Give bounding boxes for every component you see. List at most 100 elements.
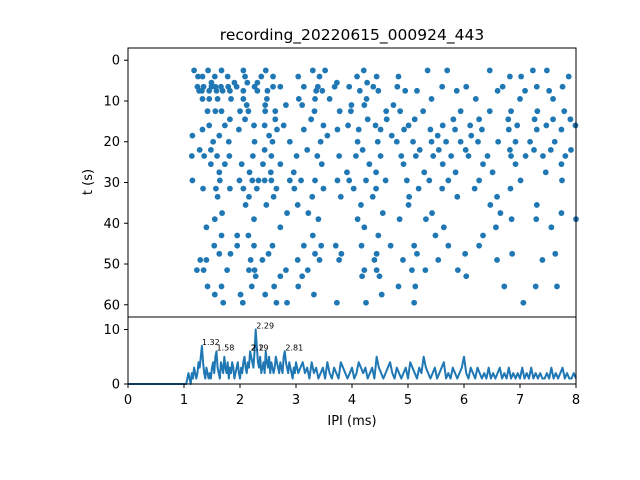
raster-point — [395, 73, 402, 80]
raster-point — [277, 83, 284, 90]
raster-point — [531, 146, 537, 153]
raster-point — [387, 242, 394, 249]
raster-point — [345, 122, 351, 129]
raster-point — [476, 177, 483, 184]
raster-point — [507, 185, 514, 192]
raster-point — [218, 108, 225, 115]
raster-point — [263, 202, 270, 208]
raster-point — [514, 122, 521, 129]
raster-point — [262, 291, 269, 298]
histogram-y-ticks: 0 10 — [103, 323, 128, 393]
raster-point — [331, 83, 338, 90]
raster-point — [428, 138, 435, 145]
histogram-panel: 1.321.58 2.19 2.29 2.2 2.81 0 10 0 1 2 3 4 5 6 7 8 IP… — [103, 316, 580, 429]
raster-point — [251, 83, 258, 90]
raster-point — [369, 193, 376, 200]
raster-point — [193, 267, 200, 274]
raster-point — [396, 216, 403, 223]
raster-point — [290, 169, 297, 176]
raster-y-axis-title: t (s) — [81, 169, 96, 195]
raster-point — [430, 153, 437, 159]
raster-point — [261, 122, 268, 129]
raster-point — [219, 87, 226, 94]
raster-point — [440, 224, 447, 231]
raster-point — [393, 138, 400, 145]
raster-point — [283, 267, 289, 274]
raster-point — [218, 232, 225, 239]
chart-title: recording_20220615_000924_443 — [220, 26, 484, 45]
raster-point — [267, 169, 274, 176]
raster-point — [318, 242, 325, 249]
raster-point — [242, 73, 248, 80]
raster-point — [318, 161, 325, 168]
raster-point — [240, 96, 247, 102]
raster-point — [216, 132, 223, 139]
raster-point — [295, 96, 302, 102]
raster-point — [242, 202, 249, 208]
raster-point — [443, 138, 449, 145]
raster-point — [224, 73, 231, 80]
raster-point — [274, 126, 280, 133]
raster-point — [253, 185, 260, 192]
raster-point — [432, 232, 439, 239]
raster-point — [293, 153, 300, 159]
raster-point — [247, 257, 254, 263]
raster-point — [476, 242, 483, 249]
raster-point — [211, 216, 218, 223]
raster-point — [463, 83, 470, 90]
raster-point — [428, 96, 435, 102]
raster-point — [373, 250, 380, 257]
raster-point — [248, 283, 255, 290]
raster-point — [311, 291, 317, 298]
raster-point — [358, 202, 364, 208]
raster-point — [316, 73, 323, 80]
raster-point — [372, 122, 379, 129]
raster-point — [354, 216, 361, 223]
raster-point — [479, 126, 485, 133]
raster-point — [486, 108, 493, 115]
raster-point — [291, 185, 298, 192]
peak-label: 2.81 — [285, 343, 303, 352]
raster-points — [188, 67, 579, 306]
raster-point — [284, 299, 290, 306]
raster-point — [259, 257, 266, 263]
raster-point — [355, 126, 362, 133]
raster-point — [550, 96, 556, 102]
raster-y-ticks: 0 10 20 30 40 50 60 — [103, 54, 128, 313]
raster-point — [348, 102, 355, 108]
raster-point — [397, 108, 404, 115]
raster-point — [508, 216, 515, 223]
raster-point — [270, 83, 276, 90]
raster-point — [263, 96, 270, 102]
raster-point — [211, 291, 218, 298]
raster-point — [358, 242, 365, 249]
raster-point — [558, 161, 565, 168]
raster-point — [427, 126, 434, 133]
raster-point — [240, 67, 247, 74]
raster-point — [236, 177, 243, 184]
raster-point — [533, 216, 540, 223]
raster-point — [457, 108, 464, 115]
raster-point — [258, 73, 265, 80]
raster-point — [319, 87, 326, 94]
raster-point — [542, 169, 549, 176]
raster-point — [426, 177, 433, 184]
raster-point — [480, 161, 486, 168]
histogram-y-tick-label: 10 — [103, 323, 120, 338]
raster-point — [550, 116, 556, 123]
raster-point — [533, 202, 540, 208]
raster-y-tick-label: 20 — [103, 135, 120, 150]
raster-point — [334, 126, 341, 133]
raster-point — [471, 185, 478, 192]
raster-point — [356, 87, 363, 94]
raster-point — [210, 138, 217, 145]
raster-point — [507, 146, 513, 153]
raster-point — [188, 153, 195, 159]
raster-point — [467, 122, 474, 129]
raster-point — [429, 210, 435, 216]
raster-point — [489, 169, 496, 176]
raster-point — [476, 116, 483, 123]
raster-point — [255, 177, 262, 184]
raster-point — [224, 267, 231, 274]
